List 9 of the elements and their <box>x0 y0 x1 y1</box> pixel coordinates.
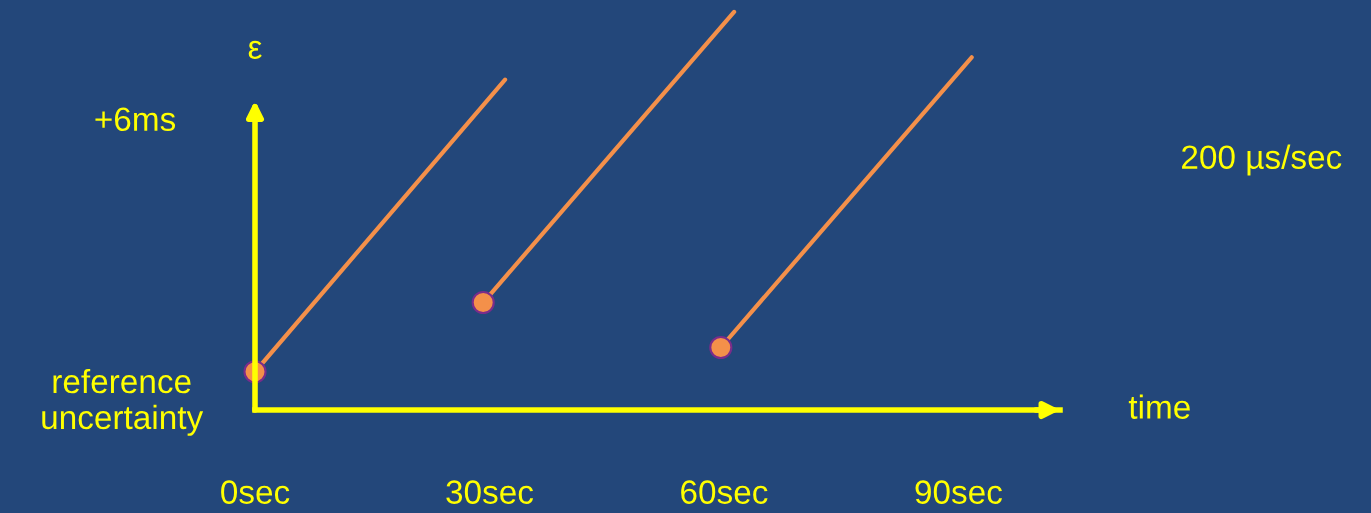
x-tick-label: 90sec <box>915 480 1002 504</box>
text: 200 µs/sec <box>1182 144 1342 176</box>
x-axis-title: time <box>1128 394 1190 419</box>
x-tick-label: 30sec <box>446 480 534 504</box>
y-axis-title: ε <box>248 40 262 59</box>
annotation: reference uncertainty <box>42 368 204 436</box>
x-tick-label: 60sec <box>681 480 768 504</box>
x-tick-label: 0sec <box>221 480 290 504</box>
text: +6ms <box>95 107 176 132</box>
